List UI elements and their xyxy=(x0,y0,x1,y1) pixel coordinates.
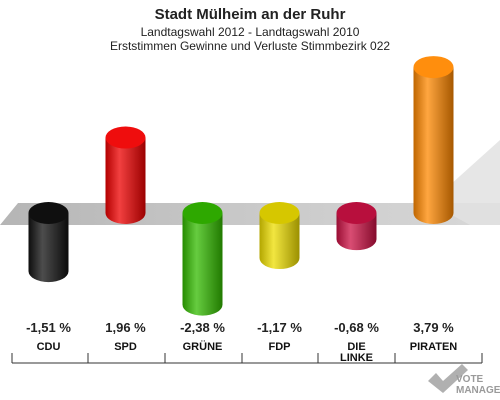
category-label-piraten: PIRATEN xyxy=(410,341,458,353)
bar-series xyxy=(28,56,454,316)
value-label-gr-ne: -2,38 % xyxy=(180,320,225,335)
chart-title: Stadt Mülheim an der Ruhr xyxy=(155,6,346,23)
bar-cap-die-linke xyxy=(336,202,377,224)
bar-cap-gr-ne xyxy=(182,202,223,224)
category-label-die-linke-1: DIE xyxy=(347,341,365,353)
value-labels: -1,51 % 1,96 % -2,38 % -1,17 % -0,68 % 3,79 % xyxy=(26,320,454,335)
category-label-die-linke-2: LINKE xyxy=(340,352,373,364)
bar-fdp xyxy=(259,202,300,270)
bar-die-linke xyxy=(336,202,377,251)
bar-body-fdp xyxy=(259,213,300,270)
bar-cap-piraten xyxy=(413,56,454,79)
value-label-fdp: -1,17 % xyxy=(257,320,302,335)
category-label-spd: SPD xyxy=(114,341,137,353)
checkmark-icon xyxy=(428,364,468,393)
bar-piraten xyxy=(413,56,454,225)
category-label-cdu: CDU xyxy=(37,341,61,353)
bar-body-gr-ne xyxy=(182,213,223,316)
value-label-spd: 1,96 % xyxy=(105,320,146,335)
bar-body-piraten xyxy=(413,67,454,225)
value-label-piraten: 3,79 % xyxy=(413,320,454,335)
bar-body-spd xyxy=(105,137,146,224)
bar-body-cdu xyxy=(28,213,69,283)
vote-manager-logo: VOTE MANAGER xyxy=(428,364,500,396)
bar-gr-ne xyxy=(182,202,223,316)
category-label-fdp: FDP xyxy=(269,341,291,353)
value-label-die-linke: -0,68 % xyxy=(334,320,379,335)
value-label-cdu: -1,51 % xyxy=(26,320,71,335)
bar-cap-fdp xyxy=(259,202,300,224)
logo-line-2: MANAGER xyxy=(456,385,500,396)
bar-spd xyxy=(105,126,146,224)
bar-cap-cdu xyxy=(28,202,69,224)
category-label-gr-ne: GRÜNE xyxy=(183,340,223,353)
logo-line-1: VOTE xyxy=(456,374,484,385)
chart-subtitle-2: Erststimmen Gewinne und Verluste Stimmbe… xyxy=(110,39,390,53)
bar-cdu xyxy=(28,202,69,283)
bar-cap-spd xyxy=(105,126,146,149)
chart-subtitle-1: Landtagswahl 2012 - Landtagswahl 2010 xyxy=(141,25,360,39)
